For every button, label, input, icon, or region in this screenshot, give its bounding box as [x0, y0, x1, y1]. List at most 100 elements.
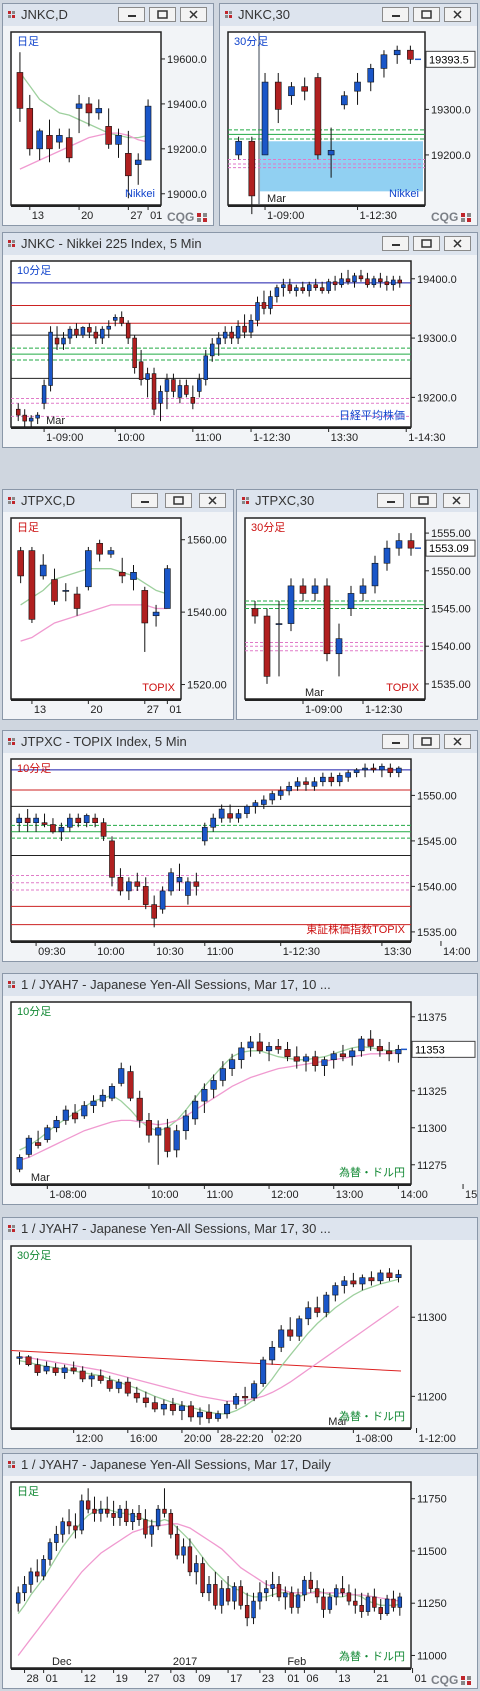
minimize-button[interactable]: [118, 7, 145, 22]
candle-body: [264, 1588, 269, 1594]
title-bar[interactable]: 1 / JYAH7 - Japanese Yen-All Sessions, M…: [3, 1454, 477, 1477]
candle: [88, 1372, 95, 1387]
candle-body: [90, 1100, 97, 1106]
chart-jyah7-daily[interactable]: 11750 11500 11250 11000 28 01 12 19 27 03 09 17 23 01…: [3, 1476, 477, 1688]
candle: [28, 546, 36, 623]
x-tick-label: 11:00: [206, 1189, 233, 1201]
price-tag-box: [425, 539, 476, 557]
window-title: 1 / JYAH7 - Japanese Yen-All Sessions, M…: [21, 1457, 331, 1472]
chart-jtpxc-d[interactable]: 1560.00 1540.00 1520.00 13 20 27 01 日足 TOPIX: [3, 512, 233, 719]
title-bar[interactable]: JNKC,30: [220, 4, 477, 27]
candle: [115, 1378, 122, 1394]
candle: [248, 136, 256, 215]
chart-jnkc-5min[interactable]: 19400.0 19300.0 19200.0 1-09:00 10:00 11:00 1-…: [3, 255, 477, 447]
x-tick-label: 1-08:00: [355, 1433, 392, 1445]
candle: [16, 1352, 23, 1365]
candle: [125, 320, 131, 344]
title-bar[interactable]: 1 / JYAH7 - Japanese Yen-All Sessions, M…: [3, 1218, 477, 1241]
candle-body: [334, 1588, 339, 1598]
x-axis-bar: [11, 1184, 411, 1186]
chart-jyah7-10min[interactable]: 11375113501132511300112751-08:0010:0011:…: [3, 996, 477, 1204]
close-button[interactable]: [180, 7, 207, 22]
minimize-button[interactable]: [382, 7, 409, 22]
candle-body: [327, 150, 335, 156]
candle: [73, 586, 81, 616]
maximize-button[interactable]: [413, 7, 440, 22]
candle: [353, 1588, 358, 1614]
cqg-logo: CQG: [431, 210, 471, 224]
candle: [339, 272, 344, 288]
candle-body: [326, 281, 331, 291]
candle: [168, 1509, 174, 1539]
candle: [377, 1269, 384, 1284]
maximize-button[interactable]: [149, 7, 176, 22]
candle: [92, 813, 98, 828]
x-tick-label: 20: [81, 210, 93, 222]
plot-area: [10, 1001, 412, 1185]
cqg-logo-square: [197, 213, 201, 217]
candle: [327, 127, 335, 178]
candle-body: [242, 1396, 249, 1399]
period-label: Mar: [267, 193, 286, 205]
title-bar[interactable]: JTPXC,D: [3, 490, 233, 513]
candle-body: [151, 373, 157, 410]
candle: [289, 1586, 294, 1614]
candle-body: [353, 1600, 358, 1606]
plot-area: [10, 517, 182, 700]
title-bar[interactable]: JNKC,D: [3, 4, 213, 27]
candle-body: [359, 1277, 366, 1285]
minimize-button[interactable]: [377, 493, 404, 508]
candle-body: [34, 1364, 41, 1373]
candle-body: [168, 872, 174, 892]
chart-jyah7-30min[interactable]: 11300 11200 12:00 16:00 20:00 28-22:20 02:20 1-…: [3, 1240, 477, 1448]
candle: [111, 1500, 116, 1526]
maximize-button[interactable]: [165, 493, 192, 508]
candle-body: [384, 1598, 390, 1614]
candle-body: [197, 379, 202, 392]
candle: [299, 578, 307, 601]
title-bar[interactable]: JTPXC - TOPIX Index, 5 Min: [3, 731, 477, 754]
candle: [54, 326, 60, 350]
close-button[interactable]: [444, 236, 471, 251]
candle: [136, 1090, 143, 1128]
candle-body: [41, 822, 48, 825]
title-bar[interactable]: JNKC - Nikkei 225 Index, 5 Min: [3, 233, 477, 256]
maximize-button[interactable]: [413, 236, 440, 251]
minimize-button[interactable]: [131, 493, 158, 508]
candle: [201, 822, 208, 846]
window-title: JNKC,30: [238, 7, 291, 22]
close-button[interactable]: [444, 7, 471, 22]
x-tick-label: 12: [84, 1673, 96, 1685]
candle: [300, 281, 306, 294]
maximize-button[interactable]: [410, 493, 437, 508]
x-tick-label: 12:00: [76, 1433, 104, 1445]
close-button[interactable]: [443, 493, 470, 508]
chart-jnkc-d[interactable]: 19600.0 19400.0 19200.0 19000.0 13 20 27 01 日足 Ni…: [3, 26, 213, 225]
candle-body: [56, 135, 63, 143]
app-icon: [8, 240, 15, 247]
minimize-button[interactable]: [382, 734, 409, 749]
candle: [222, 326, 228, 344]
title-bar[interactable]: JTPXC,30: [237, 490, 477, 513]
candle-body: [87, 327, 92, 333]
candle: [190, 385, 196, 410]
close-button[interactable]: [444, 734, 471, 749]
chart-jnkc-30[interactable]: 19300.0 19200.0 1-09:00 1-12:30 Mar 30分足 Nikke…: [220, 26, 477, 225]
candle: [319, 281, 325, 294]
chart-jtpxc-30[interactable]: 1555.00 1550.00 1545.00 1540.00 1535.00 1-09:…: [237, 512, 477, 719]
title-bar[interactable]: 1 / JYAH7 - Japanese Yen-All Sessions, M…: [3, 974, 477, 997]
minimize-button[interactable]: [382, 236, 409, 251]
candle-body: [141, 590, 149, 624]
candle: [142, 1391, 149, 1408]
candle: [269, 790, 276, 805]
maximize-button[interactable]: [413, 734, 440, 749]
candle: [225, 1576, 231, 1606]
candle: [196, 1407, 203, 1425]
close-button[interactable]: [199, 493, 226, 508]
candle-body: [295, 1594, 301, 1608]
chart-jtpxc-5min[interactable]: 1550.00 1545.00 1540.00 1535.00 09:30 10:00 10…: [3, 753, 477, 961]
candle: [81, 1101, 88, 1119]
candle-body: [100, 328, 105, 339]
candle: [224, 1401, 231, 1419]
candle: [323, 1291, 330, 1318]
